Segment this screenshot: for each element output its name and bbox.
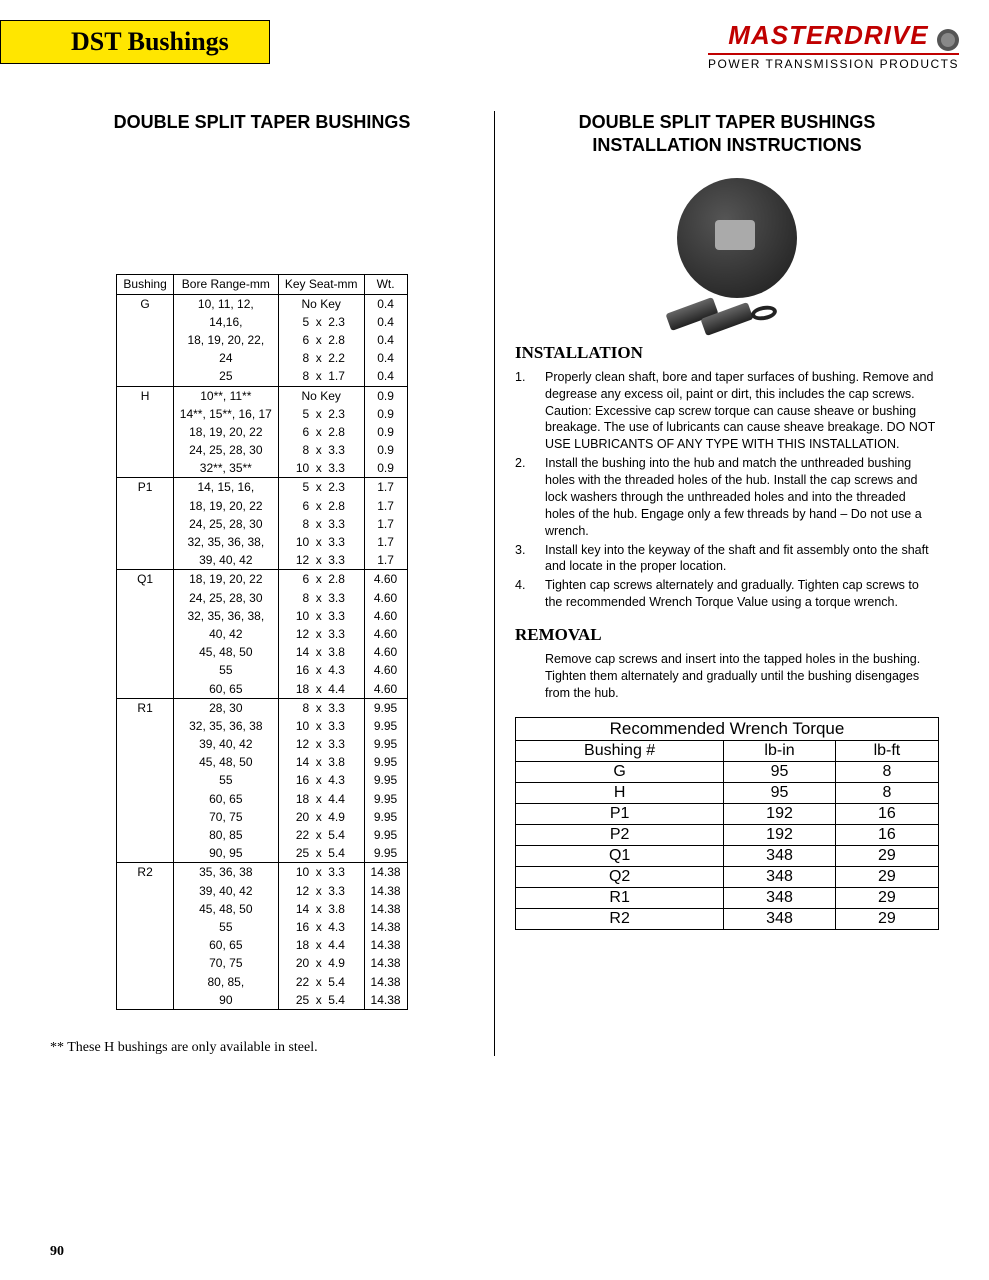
step-text: Install key into the keyway of the shaft… (545, 542, 939, 576)
bushings-table: BushingBore Range-mmKey Seat-mmWt. G10, … (116, 274, 407, 1010)
removal-text: Remove cap screws and insert into the ta… (545, 651, 939, 702)
torque-table: Recommended Wrench Torque Bushing #lb-in… (515, 717, 939, 930)
step-text: Properly clean shaft, bore and taper sur… (545, 369, 939, 453)
page-number: 90 (50, 1244, 64, 1260)
step-text: Tighten cap screws alternately and gradu… (545, 577, 939, 611)
step-text: Install the bushing into the hub and mat… (545, 455, 939, 539)
removal-heading: REMOVAL (515, 625, 939, 645)
gear-icon (937, 29, 959, 51)
brand-block: MASTERDRIVE POWER TRANSMISSION PRODUCTS (708, 20, 959, 71)
brand-tagline: POWER TRANSMISSION PRODUCTS (708, 53, 959, 71)
section-tab: DST Bushings (0, 20, 270, 64)
header: DST Bushings MASTERDRIVE POWER TRANSMISS… (30, 20, 959, 71)
step-number: 3. (515, 542, 545, 576)
install-heading: INSTALLATION (515, 343, 939, 363)
step-number: 4. (515, 577, 545, 611)
torque-title: Recommended Wrench Torque (516, 717, 939, 740)
footnote: ** These H bushings are only available i… (50, 1040, 474, 1056)
bushing-photo (647, 178, 807, 328)
install-steps: 1.Properly clean shaft, bore and taper s… (515, 369, 939, 611)
right-column: DOUBLE SPLIT TAPER BUSHINGS INSTALLATION… (495, 111, 959, 1056)
step-number: 1. (515, 369, 545, 453)
right-title: DOUBLE SPLIT TAPER BUSHINGS INSTALLATION… (515, 111, 939, 158)
left-title: DOUBLE SPLIT TAPER BUSHINGS (50, 111, 474, 134)
brand-name: MASTERDRIVE (728, 20, 928, 50)
step-number: 2. (515, 455, 545, 539)
left-column: DOUBLE SPLIT TAPER BUSHINGS BushingBore … (30, 111, 495, 1056)
